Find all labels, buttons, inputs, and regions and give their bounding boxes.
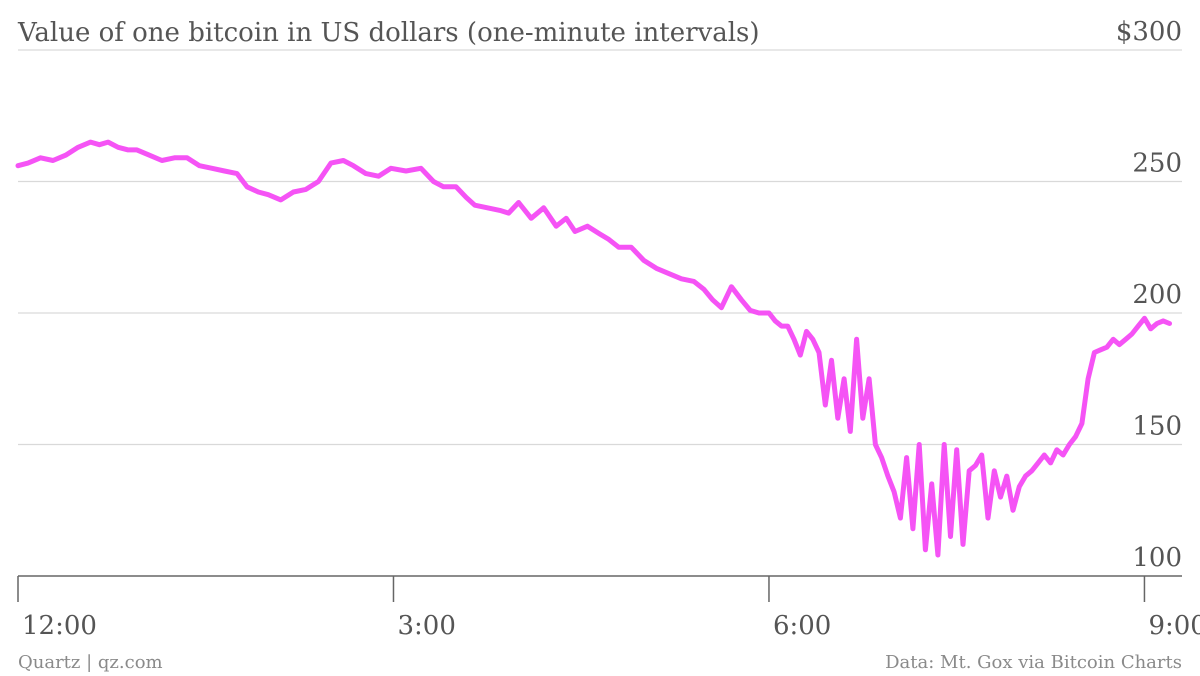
x-axis bbox=[17, 575, 1182, 602]
labels: $300 250 200 150 100 12:00 3:00 6:00 9:00 bbox=[22, 17, 1200, 641]
gridlines bbox=[18, 49, 1182, 446]
series-layer bbox=[15, 139, 1172, 558]
footer-credit: Quartz | qz.com bbox=[18, 652, 163, 673]
y-tick-label: 250 bbox=[1132, 149, 1182, 179]
x-tick-label: 6:00 bbox=[773, 611, 831, 641]
y-tick-label: 100 bbox=[1132, 543, 1182, 573]
y-tick-label: 150 bbox=[1132, 412, 1182, 442]
x-tick-label: 12:00 bbox=[22, 611, 97, 641]
footer-source: Data: Mt. Gox via Bitcoin Charts bbox=[885, 652, 1182, 673]
chart-title: Value of one bitcoin in US dollars (one-… bbox=[17, 18, 760, 48]
y-tick-label: $300 bbox=[1116, 17, 1182, 47]
y-tick-label: 200 bbox=[1132, 280, 1182, 310]
x-tick-label: 9:00 bbox=[1148, 611, 1200, 641]
x-tick-label: 3:00 bbox=[397, 611, 455, 641]
series-line-bitcoin-price bbox=[15, 139, 1172, 558]
